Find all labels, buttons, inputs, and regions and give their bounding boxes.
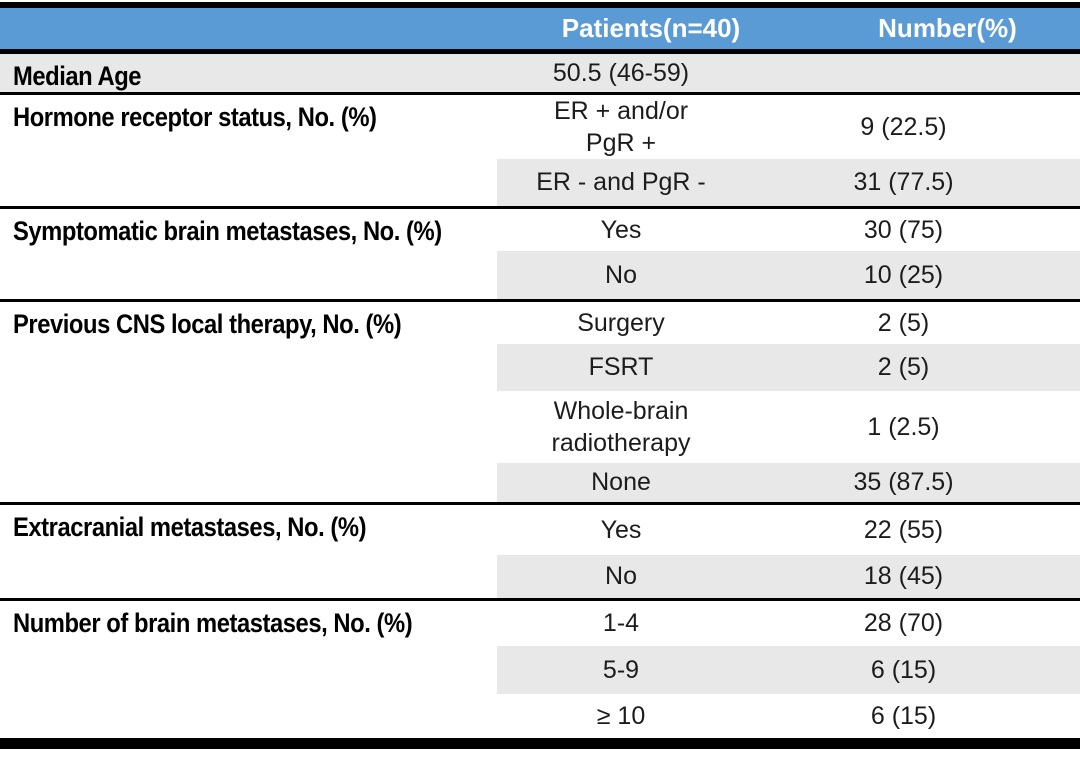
number-cell: 30 (75) bbox=[863, 215, 944, 244]
patients-cell: ER + and/or PgR + bbox=[553, 96, 689, 157]
patients-cell: 1-4 bbox=[602, 609, 640, 638]
table-row: No 10 (25) bbox=[0, 250, 1080, 301]
table-row: None 35 (87.5) bbox=[0, 462, 1080, 504]
section-number-of-brain-metastases: Number of brain metastases, No. (%) 1-4 … bbox=[0, 599, 1080, 738]
bottom-border bbox=[0, 737, 1080, 749]
number-cell: 2 (5) bbox=[767, 343, 1080, 391]
row-label-cell: Previous CNS local therapy, No. (%) bbox=[0, 301, 497, 504]
table-row: ER - and PgR - 31 (77.5) bbox=[0, 158, 1080, 208]
patients-cell: 50.5 (46-59) bbox=[497, 51, 767, 93]
table-row: 5-9 6 (15) bbox=[0, 645, 1080, 694]
number-cell: 18 (45) bbox=[767, 554, 1080, 600]
number-cell: 9 (22.5) bbox=[860, 112, 947, 141]
patients-cell: Whole-brain radiotherapy bbox=[551, 396, 691, 457]
section-symptomatic-brain-metastases: Symptomatic brain metastases, No. (%) Ye… bbox=[0, 207, 1080, 301]
table-row: Hormone receptor status, No. (%) ER + an… bbox=[0, 93, 1080, 159]
number-cell: 2 (5) bbox=[877, 308, 930, 337]
row-label-cell: Hormone receptor status, No. (%) bbox=[0, 93, 497, 208]
header-number: Number(%) bbox=[767, 8, 1080, 54]
section-median-age: Median Age 50.5 (46-59) bbox=[0, 51, 1080, 93]
table-row: Extracranial metastases, No. (%) Yes 22 … bbox=[0, 504, 1080, 555]
header-patients: Patients(n=40) bbox=[497, 8, 767, 54]
number-cell: 6 (15) bbox=[870, 701, 937, 730]
header-row: Patients(n=40) Number(%) bbox=[0, 8, 1080, 54]
patients-cell: No bbox=[497, 250, 767, 301]
patients-cell: 5-9 bbox=[497, 645, 767, 694]
patient-characteristics-table: Patients(n=40) Number(%) Median Age 50.5… bbox=[0, 8, 1080, 738]
section-hormone-receptor: Hormone receptor status, No. (%) ER + an… bbox=[0, 93, 1080, 208]
table-row: Previous CNS local therapy, No. (%) Surg… bbox=[0, 301, 1080, 344]
table-row: Median Age 50.5 (46-59) bbox=[0, 51, 1080, 93]
table-row: Whole-brain radiotherapy 1 (2.5) bbox=[0, 391, 1080, 463]
row-label-cell: Symptomatic brain metastases, No. (%) bbox=[0, 208, 497, 301]
table-row: Number of brain metastases, No. (%) 1-4 … bbox=[0, 600, 1080, 646]
patients-cell: None bbox=[497, 462, 767, 504]
row-label-cell: Number of brain metastases, No. (%) bbox=[0, 600, 497, 738]
patients-cell: Yes bbox=[600, 515, 642, 544]
patients-cell: ER - and PgR - bbox=[497, 158, 767, 208]
row-label: Symptomatic brain metastases, No. (%) bbox=[13, 216, 442, 246]
number-cell: 28 (70) bbox=[863, 609, 944, 638]
number-cell: 10 (25) bbox=[767, 250, 1080, 301]
number-cell bbox=[767, 51, 1080, 93]
table-row: ≥ 10 6 (15) bbox=[0, 694, 1080, 738]
number-cell: 6 (15) bbox=[767, 645, 1080, 694]
row-label-cell: Extracranial metastases, No. (%) bbox=[0, 504, 497, 600]
table-row: FSRT 2 (5) bbox=[0, 343, 1080, 391]
patients-cell: FSRT bbox=[497, 343, 767, 391]
header-empty-cell bbox=[0, 8, 497, 54]
section-extracranial-metastases: Extracranial metastases, No. (%) Yes 22 … bbox=[0, 503, 1080, 600]
table-header: Patients(n=40) Number(%) bbox=[0, 8, 1080, 54]
number-cell: 1 (2.5) bbox=[867, 412, 940, 441]
table-row: Symptomatic brain metastases, No. (%) Ye… bbox=[0, 208, 1080, 251]
row-label: Number of brain metastases, No. (%) bbox=[13, 608, 413, 638]
table-row: No 18 (45) bbox=[0, 554, 1080, 600]
number-cell: 31 (77.5) bbox=[767, 158, 1080, 208]
row-label-cell: Median Age bbox=[0, 51, 497, 93]
patients-cell: Yes bbox=[600, 215, 642, 244]
number-cell: 22 (55) bbox=[863, 515, 944, 544]
top-border bbox=[0, 2, 1080, 8]
row-label: Hormone receptor status, No. (%) bbox=[13, 101, 377, 132]
number-cell: 35 (87.5) bbox=[767, 462, 1080, 504]
section-previous-cns-therapy: Previous CNS local therapy, No. (%) Surg… bbox=[0, 300, 1080, 504]
patients-cell: ≥ 10 bbox=[596, 701, 646, 730]
row-label: Previous CNS local therapy, No. (%) bbox=[13, 309, 402, 339]
patients-cell: No bbox=[497, 554, 767, 600]
row-label: Median Age bbox=[13, 60, 142, 91]
patients-cell: Surgery bbox=[577, 308, 665, 337]
row-label: Extracranial metastases, No. (%) bbox=[13, 512, 367, 542]
